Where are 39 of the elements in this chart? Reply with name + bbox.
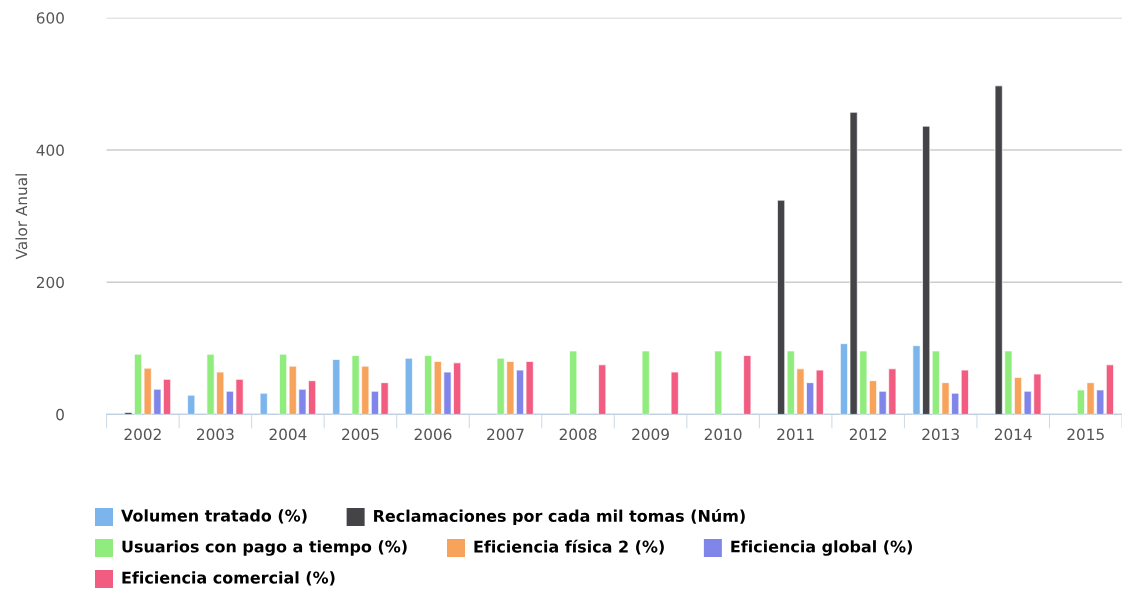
x-tick-label: 2005 <box>342 428 379 441</box>
bar <box>743 355 752 415</box>
x-tick-label: 2009 <box>632 428 669 441</box>
bar <box>641 350 650 415</box>
bar <box>960 369 969 415</box>
legend-label: Eficiencia física 2 (%) <box>474 539 664 555</box>
y-tick-label: 600 <box>36 12 64 24</box>
x-tick-label: 2011 <box>777 428 814 441</box>
x-tick-label: 2004 <box>269 428 307 441</box>
y-tick-label: 400 <box>36 144 64 156</box>
bar <box>404 357 413 415</box>
bar <box>815 369 824 415</box>
x-tick-label: 2008 <box>559 428 597 441</box>
y-tick-label: 200 <box>36 276 64 289</box>
bar <box>187 394 196 415</box>
bar <box>777 199 786 415</box>
legend-label: Eficiencia comercial (%) <box>122 571 335 586</box>
x-tick-label: 2010 <box>704 428 742 441</box>
x-tick-label: 2007 <box>487 428 524 441</box>
bar <box>424 355 433 415</box>
x-tick-label: 2002 <box>124 428 161 441</box>
legend-label: Eficiencia global (%) <box>731 540 912 556</box>
legend-label: Usuarios con pago a tiempo (%) <box>122 540 407 556</box>
bar <box>714 350 723 415</box>
x-tick-label: 2014 <box>994 428 1032 441</box>
y-tick-label: 0 <box>56 408 64 421</box>
x-tick-label: 2015 <box>1067 428 1104 441</box>
bar <box>332 359 341 415</box>
bar <box>670 371 679 415</box>
bar <box>259 392 268 415</box>
legend-label: Reclamaciones por cada mil tomas (Núm) <box>374 508 745 526</box>
x-tick-label: 2003 <box>197 428 234 441</box>
legend-label: Volumen tratado (%) <box>121 509 307 524</box>
bar <box>569 350 578 415</box>
y-axis-title: Valor Anual <box>15 174 28 260</box>
x-tick-label: 2013 <box>922 428 959 441</box>
x-tick-label: 2006 <box>414 428 452 441</box>
bar <box>598 364 607 415</box>
x-tick-label: 2012 <box>849 428 887 441</box>
